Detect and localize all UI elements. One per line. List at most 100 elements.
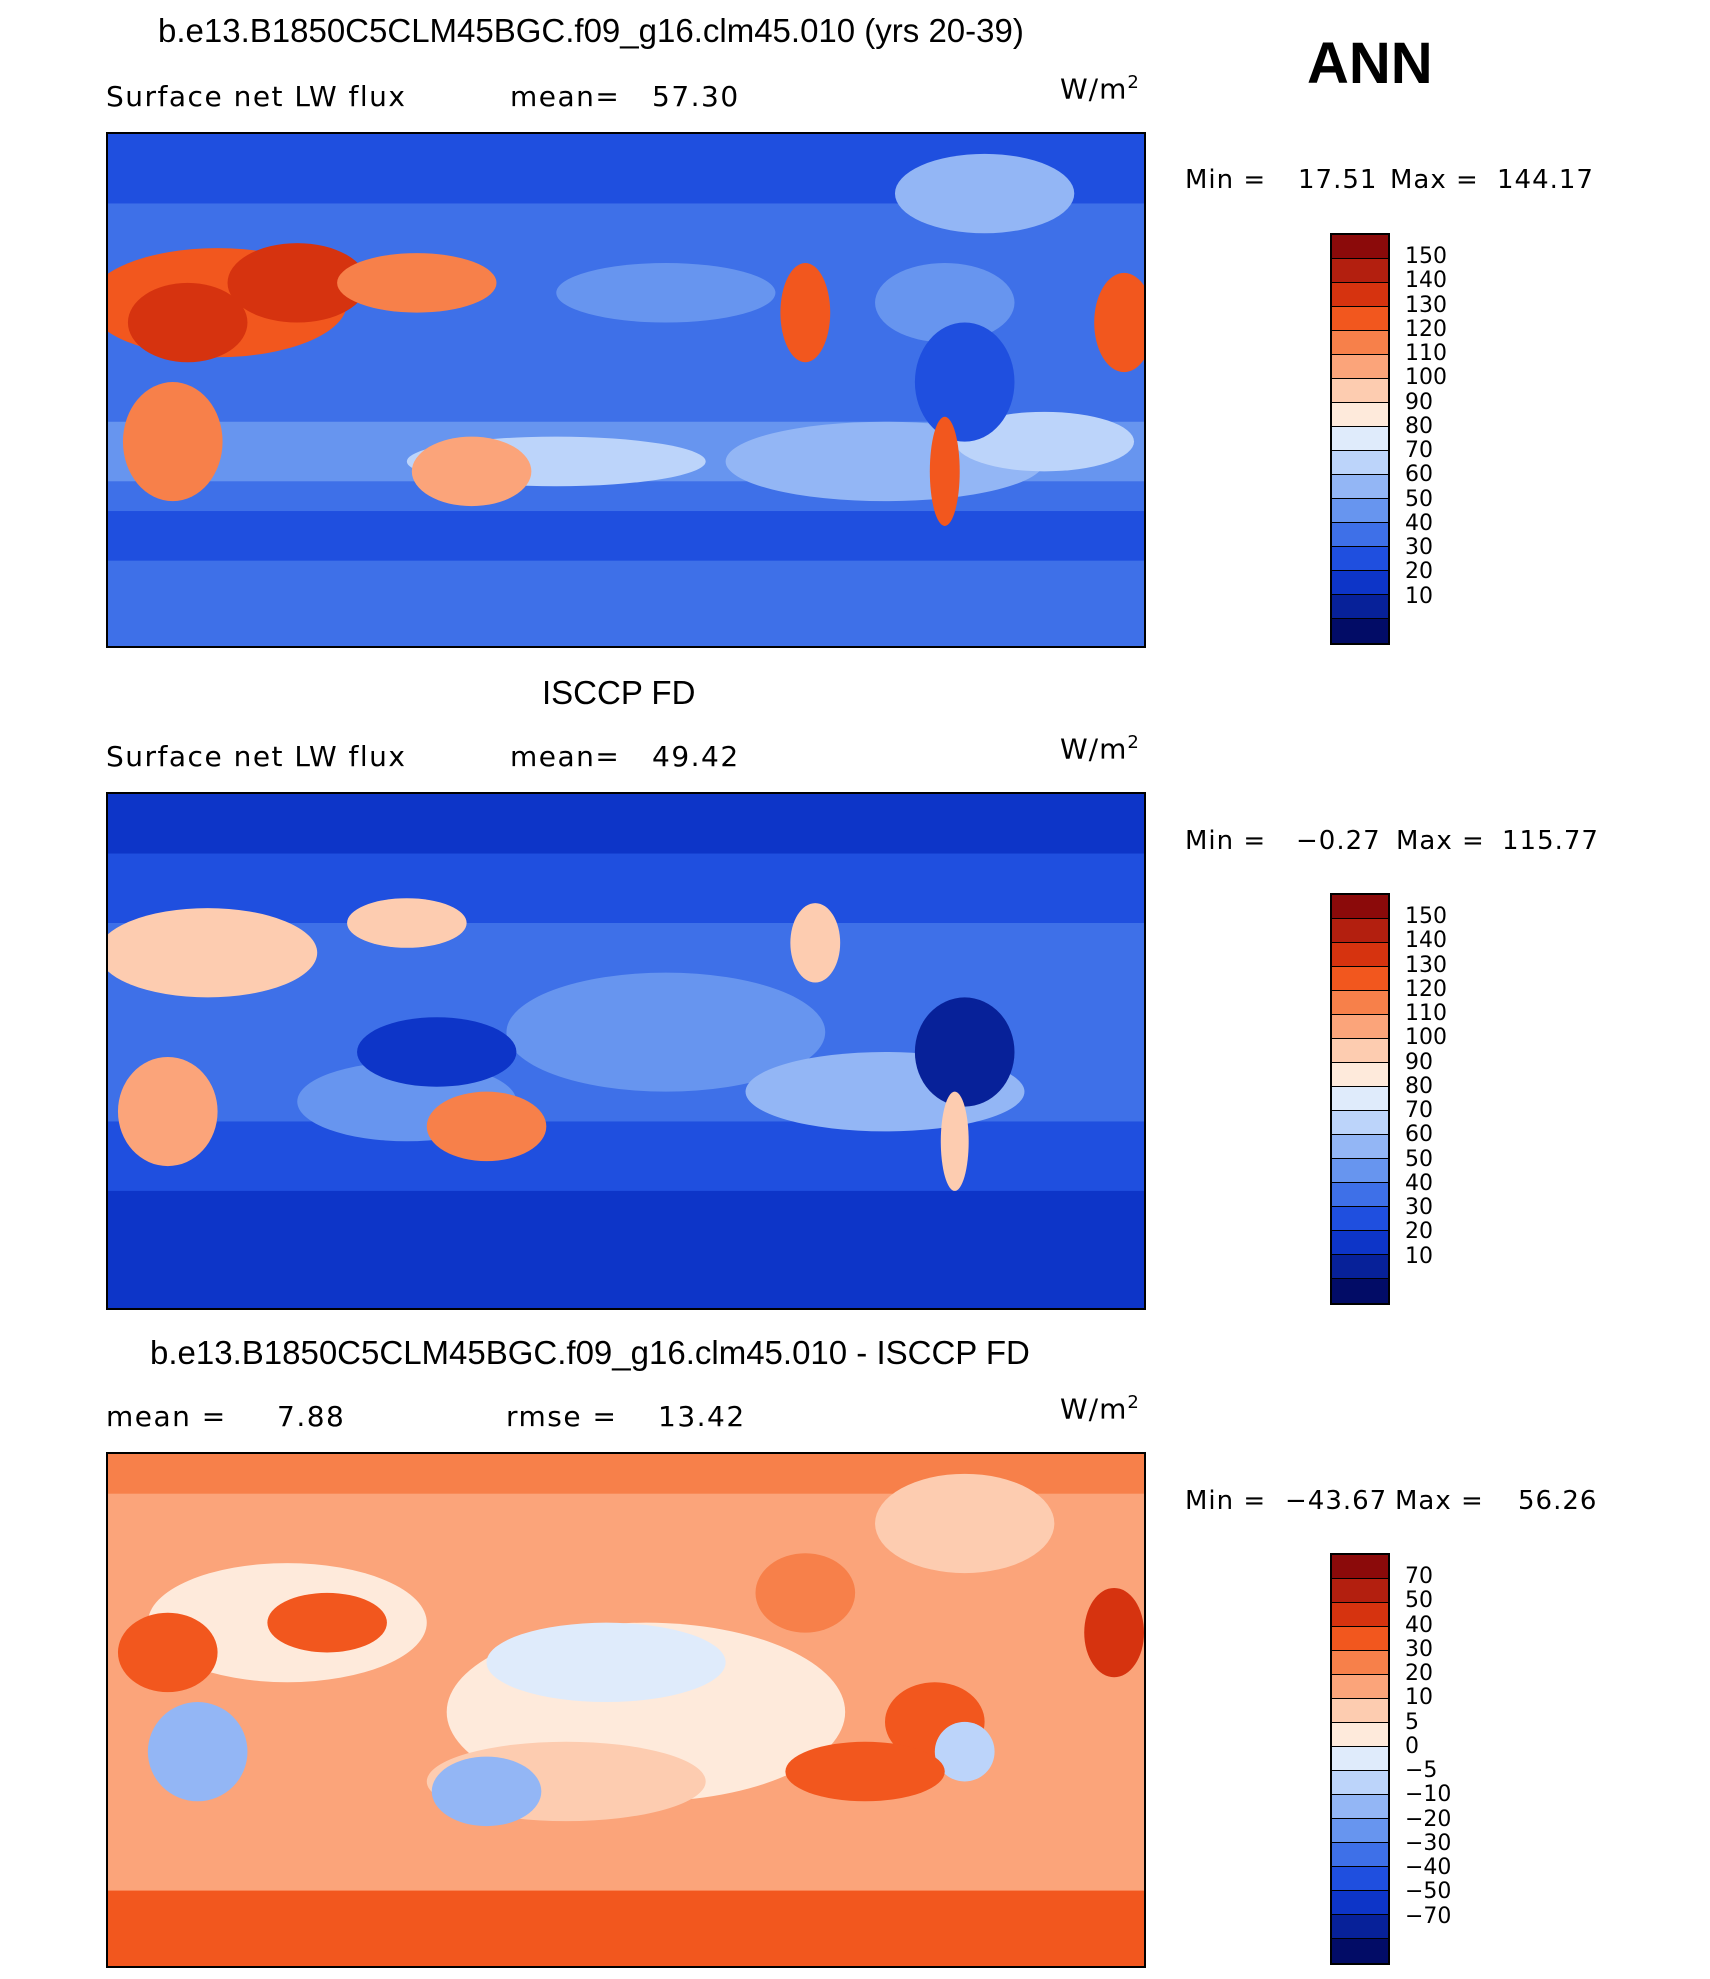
- colorbar-segment: [1332, 1135, 1388, 1159]
- colorbar-segment: [1332, 1795, 1388, 1819]
- colorbar-tick-label: 20: [1405, 559, 1433, 585]
- colorbar-tick-label: 100: [1405, 365, 1447, 391]
- colorbar-segment: [1332, 379, 1388, 403]
- panel3-min-value: −43.67: [1285, 1486, 1388, 1516]
- panel1-colorbar: [1330, 233, 1390, 645]
- colorbar-segment: [1332, 967, 1388, 991]
- colorbar-tick-label: 50: [1405, 486, 1433, 512]
- colorbar-segment: [1332, 403, 1388, 427]
- panel1-map-field: [108, 134, 1144, 646]
- colorbar-segment: [1332, 307, 1388, 331]
- colorbar-segment: [1332, 1651, 1388, 1675]
- panel1-field-label: Surface net LW flux: [106, 80, 407, 113]
- colorbar-tick-label: 30: [1405, 535, 1433, 561]
- colorbar-segment: [1332, 1891, 1388, 1915]
- colorbar-tick-label: 10: [1405, 1685, 1433, 1711]
- colorbar-segment: [1332, 1603, 1388, 1627]
- colorbar-segment: [1332, 1039, 1388, 1063]
- panel2-min-value: −0.27: [1296, 826, 1381, 856]
- colorbar-tick-label: 20: [1405, 1219, 1433, 1245]
- case-title: b.e13.B1850C5CLM45BGC.f09_g16.clm45.010 …: [158, 12, 1024, 49]
- panel1-mean-value: 57.30: [652, 80, 740, 113]
- colorbar-tick-label: 120: [1405, 316, 1447, 342]
- colorbar-segment: [1332, 235, 1388, 259]
- colorbar-segment: [1332, 1699, 1388, 1723]
- colorbar-tick-label: 40: [1405, 1170, 1433, 1196]
- colorbar-segment: [1332, 1063, 1388, 1087]
- panel2-max-label: Max =: [1396, 826, 1485, 856]
- panel3-max-label: Max =: [1395, 1486, 1484, 1516]
- colorbar-segment: [1332, 523, 1388, 547]
- colorbar-segment: [1332, 943, 1388, 967]
- colorbar-tick-label: 150: [1405, 244, 1447, 270]
- colorbar-segment: [1332, 427, 1388, 451]
- panel2-field-label: Surface net LW flux: [106, 740, 407, 773]
- colorbar-tick-label: −5: [1405, 1758, 1438, 1784]
- colorbar-segment: [1332, 451, 1388, 475]
- colorbar-tick-label: 60: [1405, 462, 1433, 488]
- panel2-units: W/m2: [1060, 732, 1140, 766]
- colorbar-segment: [1332, 1015, 1388, 1039]
- colorbar-tick-label: 20: [1405, 1661, 1433, 1687]
- colorbar-tick-label: 40: [1405, 510, 1433, 536]
- panel1-map: [106, 132, 1146, 648]
- colorbar-segment: [1332, 1111, 1388, 1135]
- colorbar-tick-label: 60: [1405, 1122, 1433, 1148]
- panel2-max-value: 115.77: [1502, 826, 1599, 856]
- panel3-rmse-label: rmse =: [506, 1400, 618, 1433]
- colorbar-tick-label: 150: [1405, 904, 1447, 930]
- colorbar-tick-label: 130: [1405, 952, 1447, 978]
- panel2-map: [106, 792, 1146, 1310]
- panel2-map-field: [108, 794, 1144, 1308]
- colorbar-segment: [1332, 1627, 1388, 1651]
- colorbar-tick-label: 30: [1405, 1195, 1433, 1221]
- colorbar-segment: [1332, 1231, 1388, 1255]
- colorbar-tick-label: 70: [1405, 438, 1433, 464]
- panel3-mean-label: mean =: [106, 1400, 227, 1433]
- colorbar-tick-label: 40: [1405, 1612, 1433, 1638]
- colorbar-tick-label: −20: [1405, 1806, 1452, 1832]
- colorbar-segment: [1332, 475, 1388, 499]
- colorbar-tick-label: 140: [1405, 928, 1447, 954]
- colorbar-segment: [1332, 619, 1388, 643]
- colorbar-segment: [1332, 1747, 1388, 1771]
- panel2-min-label: Min =: [1185, 826, 1267, 856]
- colorbar-segment: [1332, 1087, 1388, 1111]
- colorbar-segment: [1332, 919, 1388, 943]
- colorbar-segment: [1332, 895, 1388, 919]
- colorbar-segment: [1332, 499, 1388, 523]
- colorbar-segment: [1332, 1579, 1388, 1603]
- panel2-title: ISCCP FD: [542, 674, 696, 711]
- colorbar-segment: [1332, 1555, 1388, 1579]
- colorbar-tick-label: −70: [1405, 1903, 1452, 1929]
- colorbar-tick-label: 80: [1405, 1073, 1433, 1099]
- colorbar-segment: [1332, 355, 1388, 379]
- panel1-max-value: 144.17: [1497, 165, 1594, 195]
- panel1-min-value: 17.51: [1298, 165, 1378, 195]
- panel3-units: W/m2: [1060, 1392, 1140, 1426]
- colorbar-segment: [1332, 1183, 1388, 1207]
- panel1-units: W/m2: [1060, 72, 1140, 106]
- panel1-mean-label: mean=: [510, 80, 621, 113]
- colorbar-segment: [1332, 1843, 1388, 1867]
- colorbar-tick-label: 110: [1405, 341, 1447, 367]
- colorbar-tick-label: −10: [1405, 1782, 1452, 1808]
- colorbar-tick-label: 140: [1405, 268, 1447, 294]
- panel3-title: b.e13.B1850C5CLM45BGC.f09_g16.clm45.010 …: [150, 1334, 1030, 1371]
- colorbar-tick-label: 110: [1405, 1001, 1447, 1027]
- colorbar-segment: [1332, 547, 1388, 571]
- colorbar-tick-label: 80: [1405, 413, 1433, 439]
- panel3-mean-value: 7.88: [277, 1400, 346, 1433]
- colorbar-tick-label: −50: [1405, 1879, 1452, 1905]
- colorbar-tick-label: 10: [1405, 1243, 1433, 1269]
- panel3-max-value: 56.26: [1518, 1486, 1598, 1516]
- colorbar-segment: [1332, 283, 1388, 307]
- panel3-map: [106, 1452, 1146, 1968]
- colorbar-segment: [1332, 331, 1388, 355]
- colorbar-segment: [1332, 1819, 1388, 1843]
- colorbar-segment: [1332, 595, 1388, 619]
- colorbar-tick-label: 90: [1405, 1049, 1433, 1075]
- colorbar-segment: [1332, 1207, 1388, 1231]
- colorbar-segment: [1332, 1771, 1388, 1795]
- panel2-colorbar: [1330, 893, 1390, 1305]
